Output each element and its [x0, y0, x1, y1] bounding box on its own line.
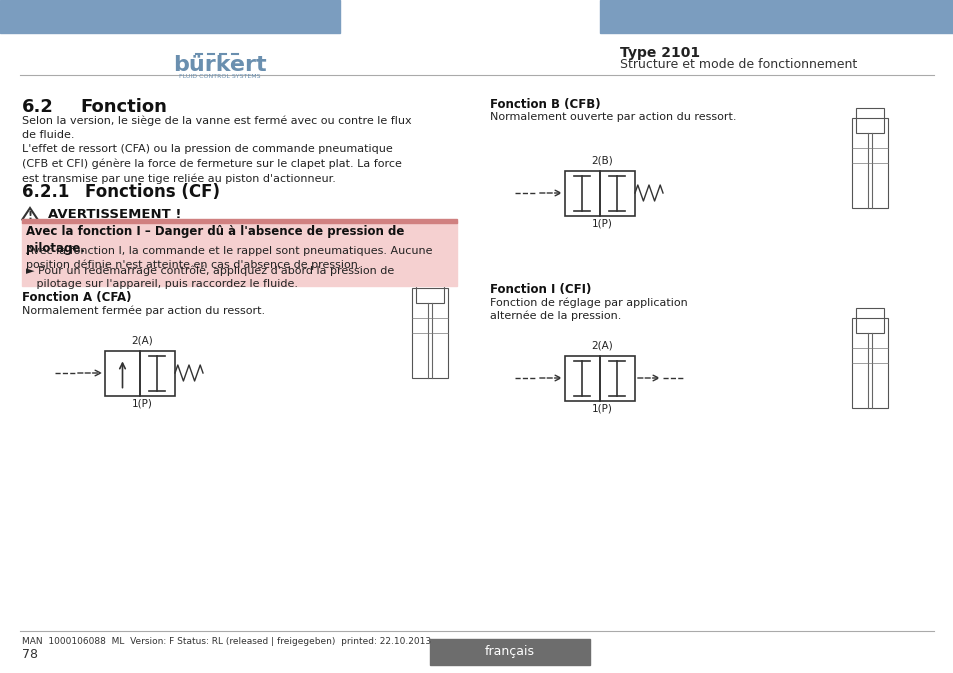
- Bar: [22, 221, 456, 286]
- Text: Fonction de réglage par application
alternée de la pression.: Fonction de réglage par application alte…: [490, 297, 687, 322]
- Text: Fonction: Fonction: [80, 98, 167, 116]
- Text: bürkert: bürkert: [173, 55, 267, 75]
- Text: ► Pour un redémarrage contrôlé, appliquez d'abord la pression de
   pilotage sur: ► Pour un redémarrage contrôlé, applique…: [26, 265, 394, 289]
- Text: Fonction I (CFI): Fonction I (CFI): [490, 283, 591, 296]
- Text: 1(P): 1(P): [591, 219, 612, 229]
- Text: 78: 78: [22, 649, 38, 662]
- Text: Normalement ouverte par action du ressort.: Normalement ouverte par action du ressor…: [490, 112, 736, 122]
- Bar: [105, 351, 140, 396]
- Bar: [412, 288, 448, 378]
- Text: français: français: [484, 645, 535, 658]
- Text: 2(A): 2(A): [131, 336, 152, 345]
- Text: 6.2.1: 6.2.1: [22, 183, 70, 201]
- Text: 2(B): 2(B): [591, 155, 612, 166]
- Text: Fonctions (CF): Fonctions (CF): [85, 183, 220, 201]
- Bar: [855, 108, 883, 133]
- Bar: [599, 355, 635, 400]
- Text: FLUID CONTROL SYSTEMS: FLUID CONTROL SYSTEMS: [179, 75, 260, 79]
- Text: 1(P): 1(P): [591, 404, 612, 413]
- Text: 6.2: 6.2: [22, 98, 53, 116]
- Bar: [564, 170, 599, 215]
- Text: MAN  1000106088  ML  Version: F Status: RL (released | freigegeben)  printed: 22: MAN 1000106088 ML Version: F Status: RL …: [22, 637, 431, 645]
- Bar: [0, 0, 339, 33]
- Bar: [140, 351, 174, 396]
- Text: Structure et mode de fonctionnement: Structure et mode de fonctionnement: [619, 59, 857, 71]
- Text: 2(A): 2(A): [591, 341, 612, 351]
- Bar: [599, 170, 635, 215]
- Bar: [416, 278, 443, 303]
- Text: Fonction B (CFB): Fonction B (CFB): [490, 98, 600, 111]
- Text: Fonction A (CFA): Fonction A (CFA): [22, 291, 132, 304]
- Text: 1(P): 1(P): [132, 398, 152, 409]
- Text: Avec la fonction I – Danger dû à l'absence de pression de
pilotage.: Avec la fonction I – Danger dû à l'absen…: [26, 225, 404, 255]
- Text: Type 2101: Type 2101: [619, 46, 700, 60]
- Text: AVERTISSEMENT !: AVERTISSEMENT !: [48, 208, 181, 221]
- Text: Avec la fonction I, la commande et le rappel sont pneumatiques. Aucune
position : Avec la fonction I, la commande et le ra…: [26, 246, 432, 270]
- Bar: [599, 0, 953, 33]
- Bar: [430, 639, 589, 665]
- Bar: [22, 219, 456, 223]
- Bar: [851, 118, 887, 208]
- Bar: [855, 308, 883, 333]
- Text: !: !: [28, 211, 32, 221]
- Bar: [564, 355, 599, 400]
- Text: Selon la version, le siège de la vanne est fermé avec ou contre le flux
de fluid: Selon la version, le siège de la vanne e…: [22, 116, 411, 184]
- Text: Normalement fermée par action du ressort.: Normalement fermée par action du ressort…: [22, 305, 265, 316]
- Bar: [851, 318, 887, 408]
